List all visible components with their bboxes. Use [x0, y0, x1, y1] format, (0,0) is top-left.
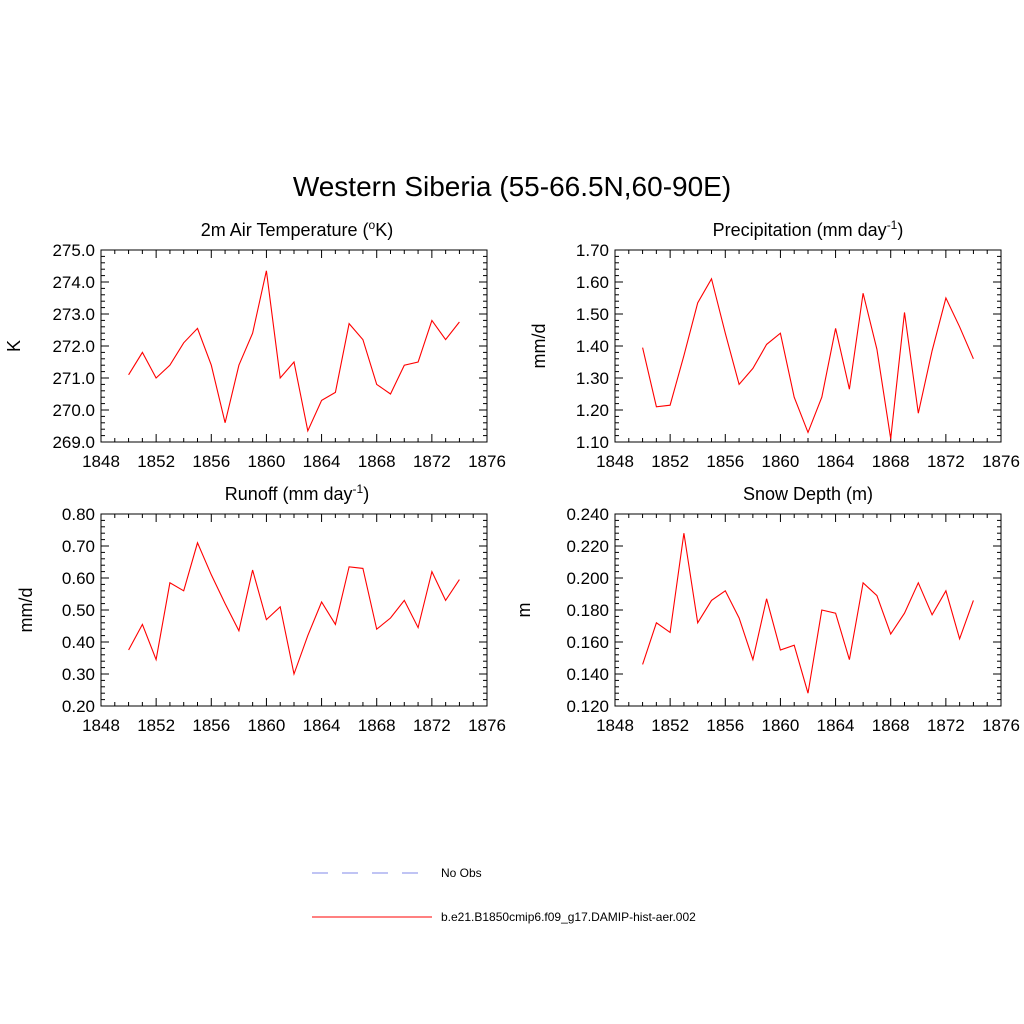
y-tick-label: 270.0 [52, 401, 95, 420]
y-axis-label: mm/d [529, 324, 549, 369]
x-tick-label: 1860 [762, 716, 800, 735]
y-tick-label: 1.10 [576, 433, 609, 452]
y-tick-label: 0.220 [566, 537, 609, 556]
panel-title-rest: ) [363, 484, 369, 504]
y-tick-label: 0.80 [62, 505, 95, 524]
plot-frame [614, 249, 1002, 443]
x-tick-label: 1852 [651, 716, 689, 735]
runoff-panel: Runoff (mm day-1) mm/d 1848 1852 1856 1860 1… [16, 482, 506, 735]
x-tick-label: 1876 [468, 716, 506, 735]
panel-title-main: Snow Depth (m) [743, 484, 873, 504]
legend-label-model-run: b.e21.B1850cmip6.f09_g17.DAMIP-hist-aer.… [441, 910, 696, 924]
panel-title-main: Precipitation (mm day [713, 220, 887, 240]
y-tick-label: 0.50 [62, 601, 95, 620]
y-tick-label: 0.30 [62, 665, 95, 684]
panel-title-superscript: -1 [887, 218, 898, 232]
x-tick-label: 1876 [982, 452, 1020, 471]
x-tick-label: 1872 [927, 716, 965, 735]
y-tick-label: 0.200 [566, 569, 609, 588]
panel-title: Snow Depth (m) [743, 484, 873, 504]
x-tick-label: 1860 [248, 452, 286, 471]
x-tick-label: 1848 [82, 716, 120, 735]
plot-frame [100, 249, 488, 443]
y-axis-label: m [514, 603, 534, 618]
panel-title-superscript: o [369, 218, 376, 232]
x-tick-label: 1868 [872, 716, 910, 735]
snow-depth-panel: Snow Depth (m) m 1848 1852 1856 1860 1864 186… [514, 484, 1020, 735]
x-tick-label: 1864 [817, 452, 855, 471]
x-tick-label: 1856 [192, 452, 230, 471]
panel-title-main: 2m Air Temperature ( [201, 220, 369, 240]
y-axis-label: mm/d [16, 588, 36, 633]
y-tick-label: 272.0 [52, 337, 95, 356]
panel-title: Precipitation (mm day-1) [713, 218, 904, 240]
air-temperature-panel: 2m Air Temperature (oK) K 1848 1852 1856 18… [4, 218, 506, 471]
y-tick-label: 274.0 [52, 273, 95, 292]
y-tick-label: 0.140 [566, 665, 609, 684]
y-tick-label: 1.60 [576, 273, 609, 292]
plot-frame [100, 513, 488, 707]
series-line [128, 270, 460, 433]
x-tick-label: 1872 [413, 716, 451, 735]
panel-title-main: Runoff (mm day [225, 484, 353, 504]
y-tick-label: 275.0 [52, 241, 95, 260]
legend-label-no-obs: No Obs [441, 866, 482, 880]
x-tick-label: 1876 [468, 452, 506, 471]
y-tick-label: 273.0 [52, 305, 95, 324]
x-tick-label: 1864 [303, 716, 341, 735]
x-tick-label: 1860 [762, 452, 800, 471]
x-tick-label: 1860 [248, 716, 286, 735]
figure-title: Western Siberia (55-66.5N,60-90E) [293, 171, 731, 202]
panel-title-superscript: -1 [353, 482, 364, 496]
x-tick-label: 1872 [927, 452, 965, 471]
precipitation-panel: Precipitation (mm day-1) mm/d 1848 1852 18… [529, 218, 1020, 471]
series-line [642, 277, 974, 439]
panel-title: Runoff (mm day-1) [225, 482, 369, 504]
x-tick-label: 1852 [651, 452, 689, 471]
series-line [128, 541, 460, 677]
y-tick-label: 269.0 [52, 433, 95, 452]
x-tick-label: 1864 [303, 452, 341, 471]
y-tick-label: 1.40 [576, 337, 609, 356]
panel-title-rest: ) [897, 220, 903, 240]
x-tick-label: 1848 [82, 452, 120, 471]
panel-title: 2m Air Temperature (oK) [201, 218, 393, 240]
y-tick-label: 1.50 [576, 305, 609, 324]
x-tick-label: 1848 [596, 452, 634, 471]
y-tick-label: 0.60 [62, 569, 95, 588]
x-tick-label: 1848 [596, 716, 634, 735]
x-tick-label: 1856 [706, 452, 744, 471]
series-line [642, 533, 974, 694]
y-axis-label: K [4, 340, 24, 352]
y-tick-label: 0.160 [566, 633, 609, 652]
y-tick-label: 0.70 [62, 537, 95, 556]
x-tick-label: 1852 [137, 716, 175, 735]
x-tick-label: 1856 [192, 716, 230, 735]
y-tick-label: 1.70 [576, 241, 609, 260]
y-tick-label: 0.240 [566, 505, 609, 524]
y-tick-label: 0.40 [62, 633, 95, 652]
x-tick-label: 1868 [872, 452, 910, 471]
y-tick-label: 0.180 [566, 601, 609, 620]
x-tick-label: 1872 [413, 452, 451, 471]
legend: No Obs b.e21.B1850cmip6.f09_g17.DAMIP-hi… [312, 866, 696, 924]
y-tick-label: 0.20 [62, 697, 95, 716]
y-tick-label: 0.120 [566, 697, 609, 716]
x-tick-label: 1852 [137, 452, 175, 471]
x-tick-label: 1876 [982, 716, 1020, 735]
x-tick-label: 1856 [706, 716, 744, 735]
y-tick-label: 271.0 [52, 369, 95, 388]
panel-title-rest: K) [375, 220, 393, 240]
x-tick-label: 1868 [358, 716, 396, 735]
y-tick-label: 1.20 [576, 401, 609, 420]
y-tick-label: 1.30 [576, 369, 609, 388]
x-tick-label: 1864 [817, 716, 855, 735]
x-tick-label: 1868 [358, 452, 396, 471]
